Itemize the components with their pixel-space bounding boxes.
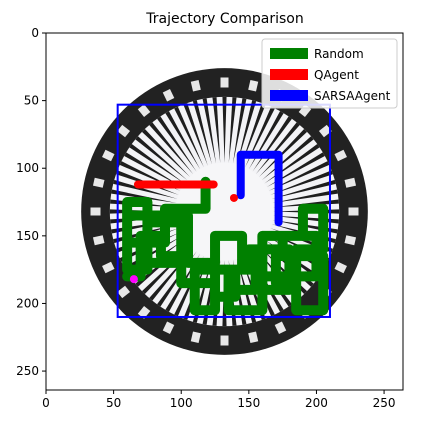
x-tick-label: 50: [106, 396, 121, 410]
y-tick-label: 50: [24, 94, 39, 108]
x-tick-label: 100: [170, 396, 193, 410]
seal-ray: [141, 128, 191, 178]
x-tick-label: 250: [373, 396, 396, 410]
seal-ray: [222, 96, 227, 163]
legend-label: Random: [314, 47, 364, 61]
seal-letter-mark: [344, 235, 357, 246]
seal-ray: [258, 128, 308, 178]
seal-ray: [271, 179, 336, 199]
seal-letter-mark: [137, 104, 151, 118]
seal-ray: [232, 98, 247, 164]
x-tick-label: 150: [237, 396, 260, 410]
seal-ray: [237, 100, 257, 165]
seal-ray: [212, 97, 221, 163]
seal-letter-mark: [102, 261, 115, 274]
seal-letter-mark: [318, 124, 332, 138]
bounding-rectangle: [116, 103, 331, 318]
seal-letter-mark: [117, 124, 131, 138]
seal-ray: [124, 152, 183, 188]
seal-ray: [174, 106, 204, 168]
seal-ray: [192, 100, 212, 165]
seal-letter-mark: [90, 207, 101, 216]
series-line-sarsaagent: [236, 150, 283, 227]
seal-letter-mark: [248, 79, 259, 92]
seal-ray: [268, 161, 330, 191]
y-tick-label: 150: [16, 229, 39, 243]
seal-letter-mark: [220, 335, 229, 346]
x-tick-label: 0: [42, 396, 50, 410]
seal-ray: [129, 144, 185, 184]
y-axis: 0 50 100 150 200 250: [16, 26, 46, 378]
seal-ray: [113, 179, 178, 199]
seal-letter-mark: [92, 235, 105, 246]
y-tick-label: 200: [16, 296, 39, 310]
marker-point: [229, 193, 238, 202]
legend-label: SARSAAgent: [314, 89, 391, 103]
x-tick-label: 200: [305, 396, 328, 410]
seal-ray: [228, 97, 237, 163]
seal-letter-mark: [334, 149, 347, 162]
seal-ray: [149, 122, 194, 175]
seal-letter-mark: [117, 285, 131, 299]
x-axis: 0 50 100 150 200 250: [42, 390, 396, 410]
seal-ray: [183, 103, 208, 166]
seal-letter-mark: [190, 79, 201, 92]
seal-ray: [165, 111, 201, 170]
seal-letter-mark: [102, 149, 115, 162]
seal-letter-mark: [162, 321, 175, 334]
seal-letter-mark: [137, 305, 151, 319]
y-tick-label: 100: [16, 161, 39, 175]
plot-marks: [116, 103, 331, 318]
legend-swatch: [270, 90, 308, 101]
plot-frame: [45, 32, 404, 391]
seal-letter-mark: [344, 177, 357, 188]
marker-point: [129, 275, 138, 284]
seal-ray: [273, 199, 339, 208]
seal-ray: [270, 170, 333, 195]
seal-ray: [157, 116, 197, 172]
seal-letter-mark: [162, 89, 175, 102]
seal-letter-mark: [190, 331, 201, 344]
legend-swatch: [270, 69, 308, 80]
seal-ray: [272, 189, 338, 204]
legend-swatch: [270, 48, 308, 59]
seal-letter-mark: [92, 177, 105, 188]
seal-ray: [255, 122, 300, 175]
seal-ray: [135, 136, 188, 181]
seal-letter-mark: [220, 77, 229, 88]
legend: Random QAgent SARSAAgent: [261, 38, 398, 109]
seal-ray: [111, 189, 177, 204]
y-tick-label: 250: [16, 364, 39, 378]
chart-title: Trajectory Comparison: [145, 11, 303, 27]
seal-letter-mark: [274, 321, 287, 334]
series-line-random: [122, 176, 329, 316]
seal-letter-mark: [248, 331, 259, 344]
seal-ray: [202, 98, 217, 164]
legend-label: QAgent: [314, 68, 359, 82]
seal-letter-mark: [334, 261, 347, 274]
seal-ray: [241, 103, 266, 166]
seal-letter-mark: [348, 207, 359, 216]
y-tick-label: 0: [31, 26, 39, 40]
